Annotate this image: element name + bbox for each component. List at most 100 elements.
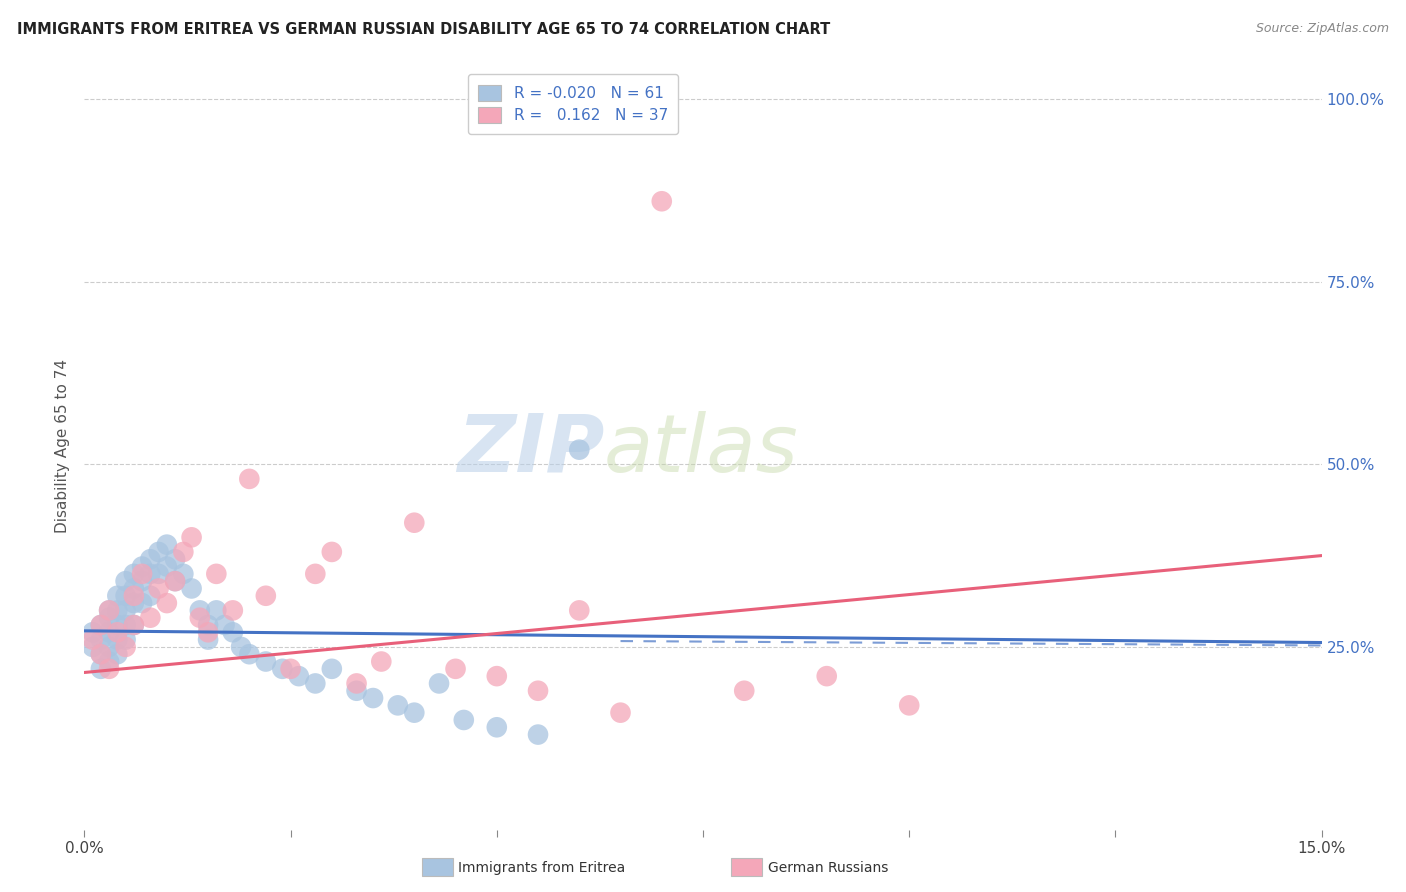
Point xyxy=(271,662,294,676)
Point xyxy=(131,574,153,589)
Point xyxy=(214,618,236,632)
Point xyxy=(90,632,112,647)
Point xyxy=(197,618,219,632)
Point xyxy=(815,669,838,683)
Point xyxy=(82,632,104,647)
Point xyxy=(105,625,128,640)
Point xyxy=(98,603,121,617)
Point xyxy=(427,676,450,690)
Legend: R = -0.020   N = 61, R =   0.162   N = 37: R = -0.020 N = 61, R = 0.162 N = 37 xyxy=(468,74,679,134)
Point xyxy=(229,640,252,654)
Text: German Russians: German Russians xyxy=(768,861,889,875)
Point xyxy=(485,669,508,683)
Point xyxy=(114,618,136,632)
Point xyxy=(172,566,194,581)
Text: Source: ZipAtlas.com: Source: ZipAtlas.com xyxy=(1256,22,1389,36)
Point xyxy=(156,538,179,552)
Point xyxy=(98,625,121,640)
Point xyxy=(453,713,475,727)
Point xyxy=(148,545,170,559)
Point xyxy=(651,194,673,209)
Point xyxy=(288,669,311,683)
Point xyxy=(898,698,921,713)
Point xyxy=(156,596,179,610)
Y-axis label: Disability Age 65 to 74: Disability Age 65 to 74 xyxy=(55,359,70,533)
Point xyxy=(304,566,326,581)
Text: IMMIGRANTS FROM ERITREA VS GERMAN RUSSIAN DISABILITY AGE 65 TO 74 CORRELATION CH: IMMIGRANTS FROM ERITREA VS GERMAN RUSSIA… xyxy=(17,22,830,37)
Point xyxy=(105,589,128,603)
Point xyxy=(114,603,136,617)
Point xyxy=(122,582,145,596)
Point xyxy=(122,618,145,632)
Point xyxy=(90,647,112,661)
Point xyxy=(139,552,162,566)
Point xyxy=(114,640,136,654)
Point xyxy=(131,559,153,574)
Point xyxy=(122,589,145,603)
Text: atlas: atlas xyxy=(605,411,799,489)
Point xyxy=(254,589,277,603)
Point xyxy=(148,566,170,581)
Point xyxy=(90,662,112,676)
Point xyxy=(361,691,384,706)
Point xyxy=(165,574,187,589)
Point xyxy=(304,676,326,690)
Point xyxy=(404,706,426,720)
Point xyxy=(105,603,128,617)
Point xyxy=(197,625,219,640)
Point xyxy=(114,589,136,603)
Point xyxy=(205,566,228,581)
Point xyxy=(165,574,187,589)
Point xyxy=(90,618,112,632)
Point xyxy=(90,647,112,661)
Point xyxy=(188,603,211,617)
Point xyxy=(370,655,392,669)
Point xyxy=(139,566,162,581)
Point xyxy=(156,559,179,574)
Point xyxy=(105,618,128,632)
Point xyxy=(346,676,368,690)
Point xyxy=(527,728,550,742)
Point xyxy=(98,603,121,617)
Point xyxy=(98,655,121,669)
Point xyxy=(404,516,426,530)
Point xyxy=(527,683,550,698)
Point xyxy=(114,632,136,647)
Point xyxy=(205,603,228,617)
Point xyxy=(122,596,145,610)
Point xyxy=(114,574,136,589)
Point xyxy=(180,530,202,544)
Point xyxy=(568,442,591,457)
Point xyxy=(733,683,755,698)
Point xyxy=(238,647,260,661)
Point xyxy=(222,625,245,640)
Point xyxy=(172,545,194,559)
Text: Immigrants from Eritrea: Immigrants from Eritrea xyxy=(458,861,626,875)
Point xyxy=(609,706,631,720)
Text: ZIP: ZIP xyxy=(457,411,605,489)
Point xyxy=(122,618,145,632)
Point xyxy=(139,589,162,603)
Point xyxy=(238,472,260,486)
Point xyxy=(346,683,368,698)
Point xyxy=(180,582,202,596)
Point xyxy=(165,552,187,566)
Point xyxy=(387,698,409,713)
Point xyxy=(82,625,104,640)
Point xyxy=(148,582,170,596)
Point xyxy=(321,662,343,676)
Point xyxy=(444,662,467,676)
Point xyxy=(222,603,245,617)
Point xyxy=(98,662,121,676)
Point xyxy=(568,603,591,617)
Point xyxy=(98,640,121,654)
Point xyxy=(82,640,104,654)
Point xyxy=(90,618,112,632)
Point xyxy=(105,632,128,647)
Point xyxy=(280,662,302,676)
Point xyxy=(485,720,508,734)
Point xyxy=(254,655,277,669)
Point xyxy=(98,610,121,624)
Point xyxy=(122,566,145,581)
Point xyxy=(188,610,211,624)
